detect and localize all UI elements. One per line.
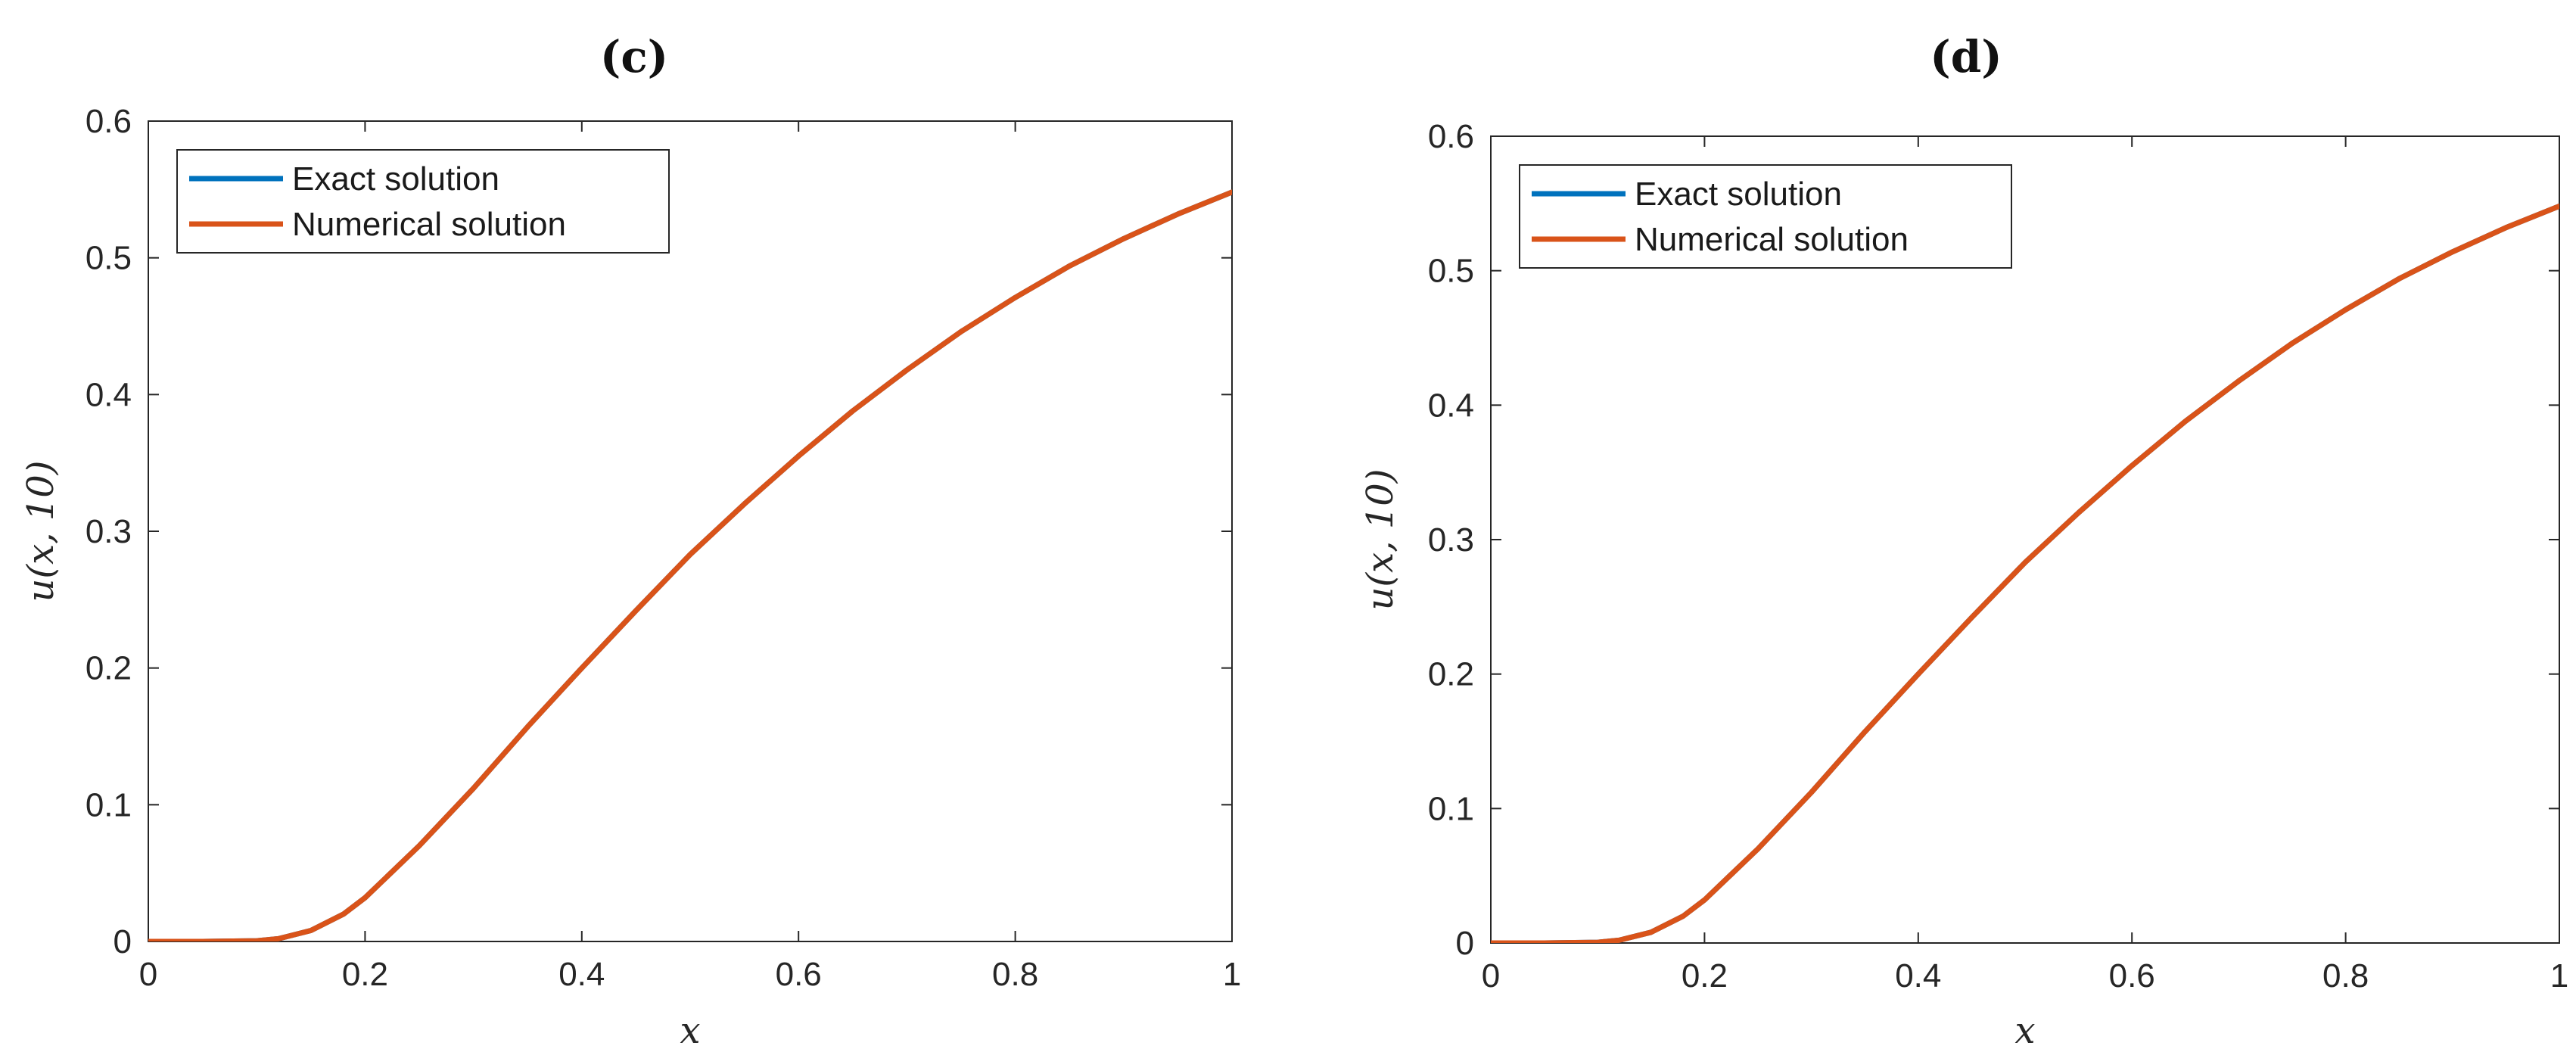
y-tick-label: 0.1 xyxy=(1428,790,1474,827)
x-tick-label: 0.2 xyxy=(1682,957,1728,994)
legend-box xyxy=(1519,164,2012,269)
legend-box xyxy=(176,149,670,254)
y-tick-label: 0.4 xyxy=(1428,387,1474,424)
panel-c: (c) 0 0.2 0.4 0.6 0.8 1 0 0.1 0.2 0.3 0.4 0.5 0.6 x u(x… xyxy=(20,31,1241,1052)
series-line-exact xyxy=(148,189,1232,941)
x-tick-label: 0 xyxy=(1482,957,1500,994)
y-tick-label: 0.3 xyxy=(1428,521,1474,559)
y-tick-label: 0 xyxy=(1456,925,1474,962)
y-tick-label: 0.2 xyxy=(86,650,132,687)
legend-label: Numerical solution xyxy=(292,206,566,243)
y-axis-label: u(x, 10) xyxy=(20,460,62,602)
x-tick-label: 1 xyxy=(2550,957,2568,994)
y-tick-label: 0.5 xyxy=(86,240,132,277)
y-tick-label: 0.1 xyxy=(86,786,132,823)
y-tick-label: 0.5 xyxy=(1428,253,1474,290)
series-line-numerical xyxy=(148,189,1232,941)
y-axis-label: u(x, 10) xyxy=(1359,468,1402,610)
y-tick-label: 0.4 xyxy=(86,376,132,413)
y-tick-label: 0.6 xyxy=(1428,118,1474,155)
panel-d: (d) 0 0.2 0.4 0.6 0.8 1 0 0.1 0.2 0.3 0.4 0.5 0.6 x u(x… xyxy=(1359,31,2568,1052)
legend: Exact solution Numerical solution xyxy=(176,149,670,254)
legend: Exact solution Numerical solution xyxy=(1519,164,2012,269)
series-line-numerical xyxy=(1491,203,2559,943)
x-tick-label: 1 xyxy=(1223,956,1241,993)
x-axis-label: x xyxy=(2014,1010,2035,1052)
y-tick-label: 0 xyxy=(114,923,132,960)
x-tick-label: 0 xyxy=(139,956,157,993)
legend-label: Numerical solution xyxy=(1635,221,1909,258)
legend-label: Exact solution xyxy=(1635,176,1842,213)
y-tick-label: 0.2 xyxy=(1428,656,1474,693)
y-tick-label: 0.6 xyxy=(86,103,132,140)
chart-title: (c) xyxy=(600,31,668,82)
x-tick-label: 0.8 xyxy=(992,956,1038,993)
series-line-exact xyxy=(1491,203,2559,943)
x-tick-label: 0.6 xyxy=(776,956,822,993)
y-tick-label: 0.3 xyxy=(86,513,132,550)
x-tick-label: 0.8 xyxy=(2322,957,2369,994)
legend-label: Exact solution xyxy=(292,160,499,198)
chart-title: (d) xyxy=(1930,31,2002,82)
x-tick-label: 0.6 xyxy=(2109,957,2155,994)
x-axis-label: x xyxy=(680,1010,700,1052)
x-tick-label: 0.4 xyxy=(558,956,605,993)
x-tick-label: 0.4 xyxy=(1895,957,1941,994)
x-tick-label: 0.2 xyxy=(342,956,388,993)
